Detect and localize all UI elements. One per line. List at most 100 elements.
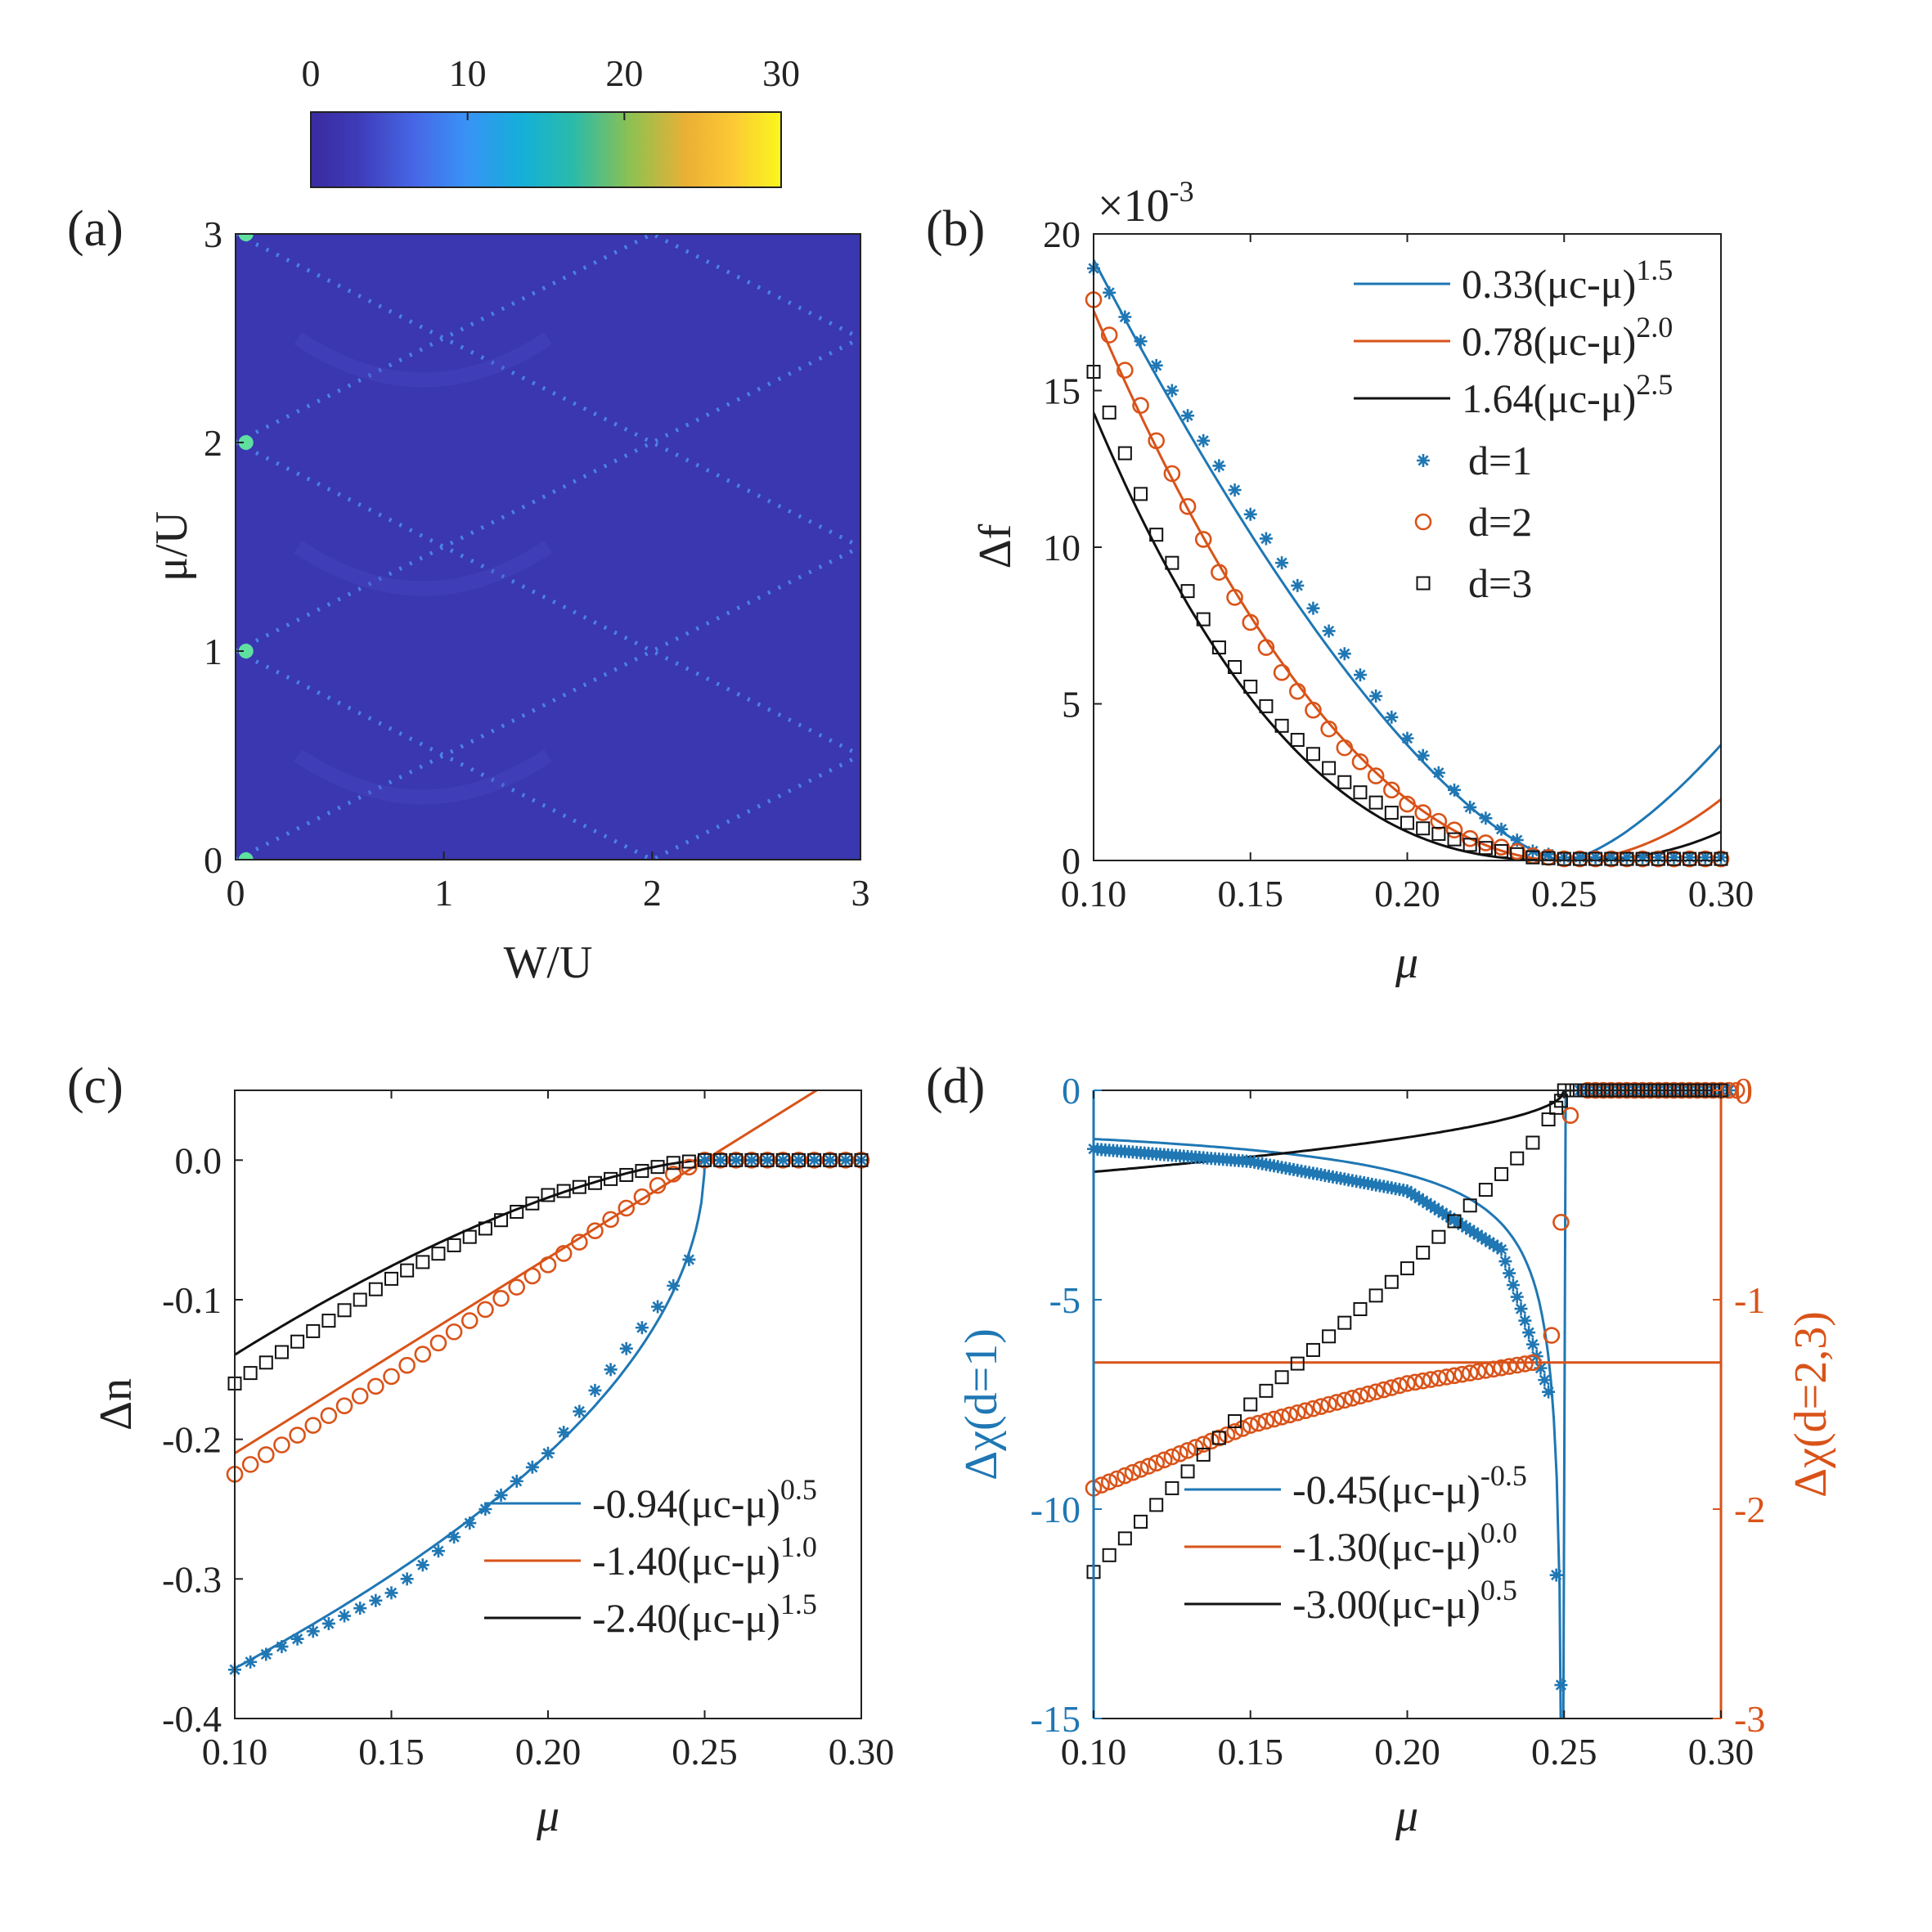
ytick-label-a: 0 xyxy=(204,839,222,881)
marker-d=1 xyxy=(776,1153,790,1167)
marker-d=2 xyxy=(1132,397,1149,414)
ylabel-b: Δf xyxy=(970,523,1021,568)
marker-d=2 xyxy=(539,1256,557,1274)
legend-label: d=1 xyxy=(1468,438,1532,483)
marker-d=2 xyxy=(649,1176,667,1194)
marker-d=3 xyxy=(1683,851,1697,866)
marker-d=1 xyxy=(1103,285,1117,299)
marker-d=2 xyxy=(1477,834,1494,851)
marker-d=3 xyxy=(698,1152,712,1167)
marker-d=3 xyxy=(1384,1274,1399,1289)
marker-d=2 xyxy=(1500,1358,1518,1375)
xtick-label-a: 1 xyxy=(434,872,453,914)
marker-d=3 xyxy=(791,1152,806,1167)
marker-d=3 xyxy=(1416,1245,1431,1260)
marker-d=1 xyxy=(651,1300,665,1314)
panel-label-d: (d) xyxy=(926,1058,985,1114)
hotspot xyxy=(238,435,254,450)
ridge-up xyxy=(236,545,860,860)
marker-d=2 xyxy=(1139,1458,1157,1475)
marker-d=3 xyxy=(525,1196,540,1211)
shading-band xyxy=(294,541,552,596)
marker-d=1 xyxy=(1149,358,1163,372)
marker-d=3 xyxy=(337,1303,352,1318)
ytick-c-label: -0.3 xyxy=(162,1558,222,1600)
marker-d=3 xyxy=(306,1323,321,1338)
marker-d=2 xyxy=(1516,1355,1534,1373)
xtick-d-label: 0.25 xyxy=(1531,1731,1597,1772)
marker-d=2 xyxy=(586,1222,604,1240)
marker-d=2 xyxy=(633,1188,651,1206)
panel-label-c: (c) xyxy=(67,1058,124,1114)
marker-d=1 xyxy=(807,1153,821,1167)
xtick-c-label: 0.15 xyxy=(358,1731,425,1772)
marker-d=1 xyxy=(1369,689,1383,703)
marker-d=2 xyxy=(1383,1379,1400,1396)
marker-d=1 xyxy=(1506,1278,1520,1292)
marker-d=2 xyxy=(1194,531,1212,548)
marker-d=1 xyxy=(667,1278,681,1292)
marker-d=2 xyxy=(1163,465,1181,483)
marker-d=3 xyxy=(274,1345,289,1359)
marker-d=2 xyxy=(429,1334,447,1352)
marker-d=2 xyxy=(1461,1364,1479,1382)
xtick-c-label: 0.30 xyxy=(829,1731,895,1772)
marker-d=2 xyxy=(1477,1362,1494,1379)
marker-d=1 xyxy=(588,1383,602,1397)
ytick-right-d-label: -1 xyxy=(1734,1279,1765,1321)
fit-curve xyxy=(1094,1090,1721,1174)
marker-d=3 xyxy=(1305,747,1320,762)
marker-d=3 xyxy=(1322,1329,1337,1344)
ridge-down xyxy=(236,649,657,860)
marker-d=1 xyxy=(1498,1255,1512,1269)
ytick-b-label: 15 xyxy=(1043,371,1081,412)
marker-d=2 xyxy=(1250,1414,1267,1432)
marker-d=3 xyxy=(1549,1100,1564,1115)
marker-d=1 xyxy=(1181,409,1195,423)
marker-d=1 xyxy=(1322,624,1336,638)
marker-d=3 xyxy=(243,1366,258,1381)
colorbar-tick-label: 20 xyxy=(605,52,643,94)
marker-d=3 xyxy=(416,1255,430,1269)
marker-d=2 xyxy=(555,1245,573,1262)
marker-d=2 xyxy=(1438,1368,1455,1386)
legend-label: -0.94(μc-μ)0.5 xyxy=(592,1473,817,1526)
ytick-right-d-label: -3 xyxy=(1734,1698,1765,1740)
marker-d=3 xyxy=(1666,851,1681,866)
marker-d=1 xyxy=(682,1252,696,1266)
marker-d=2 xyxy=(1508,1356,1526,1374)
legend-label: -3.00(μc-μ)0.5 xyxy=(1292,1574,1517,1627)
marker-d=3 xyxy=(290,1334,305,1349)
marker-d=2 xyxy=(1320,720,1337,738)
legend-label: d=3 xyxy=(1468,560,1532,606)
marker-d=2 xyxy=(1508,842,1526,860)
ylabel-a: μ/U xyxy=(146,511,197,582)
marker-d=2 xyxy=(445,1323,463,1341)
marker-d=3 xyxy=(510,1204,524,1219)
marker-d=3 xyxy=(1651,851,1665,866)
xtick-d-label: 0.15 xyxy=(1218,1731,1284,1772)
marker-d=2 xyxy=(1320,1395,1337,1413)
marker-d=2 xyxy=(1445,1367,1463,1385)
plot-panel-b xyxy=(1085,233,1730,868)
marker-d=1 xyxy=(244,1655,258,1669)
marker-d=2 xyxy=(1375,1381,1393,1399)
marker-d=2 xyxy=(304,1417,322,1434)
shading-band xyxy=(294,332,552,388)
xlabel-a: W/U xyxy=(504,937,593,988)
marker-d=1 xyxy=(384,1586,398,1600)
marker-d=2 xyxy=(1485,1360,1503,1378)
marker-d=3 xyxy=(1525,850,1540,865)
xtick-c-label: 0.20 xyxy=(515,1731,582,1772)
marker-d=3 xyxy=(1368,1288,1383,1303)
marker-d=3 xyxy=(807,1152,822,1167)
xtick-c-label: 0.25 xyxy=(672,1731,738,1772)
marker-d=2 xyxy=(1351,753,1369,771)
marker-d=1 xyxy=(1510,833,1524,847)
marker-d=2 xyxy=(1359,1385,1377,1403)
heatmap-background xyxy=(236,234,860,860)
marker-d=1 xyxy=(1134,335,1148,348)
marker-d=1 xyxy=(400,1572,414,1586)
marker-d=1 xyxy=(557,1426,571,1440)
heatmap-panel-a xyxy=(235,233,861,860)
